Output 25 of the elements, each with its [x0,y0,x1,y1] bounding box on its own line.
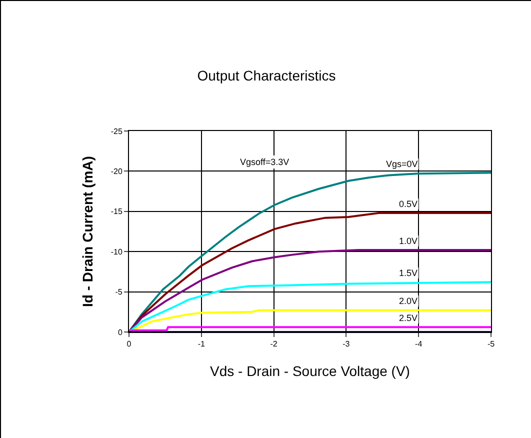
series-label: 2.0V [399,296,418,306]
annotation: Vgsoff=3.3V [240,157,290,167]
x-tick-label: -4 [415,340,423,349]
x-tick-label: -3 [342,340,350,349]
chart-title: Output Characteristics [197,67,336,84]
x-tick-label: -1 [198,340,206,349]
x-tick-label: 0 [126,340,132,349]
x-axis-title: Vds - Drain - Source Voltage (V) [210,362,410,379]
line-series [129,172,491,332]
x-tick-label: -5 [487,340,496,349]
y-tick-label: -5 [115,288,123,297]
y-tick-label: -20 [110,167,123,176]
series-label: Vgs=0V [386,159,418,169]
line-series [129,281,491,332]
y-tick-label: -10 [110,247,123,256]
line-series [129,248,491,332]
series-label: 2.5V [399,313,418,323]
x-tick-label: -2 [270,340,278,349]
y-tick-label: 0 [118,328,123,337]
y-tick-label: -15 [110,207,123,216]
series-label: 1.0V [399,236,418,246]
y-tick-label: -25 [110,126,123,136]
series-label: 0.5V [399,199,418,209]
y-axis-title: Id - Drain Current (mA) [79,156,96,307]
series-label: 1.5V [399,268,418,278]
